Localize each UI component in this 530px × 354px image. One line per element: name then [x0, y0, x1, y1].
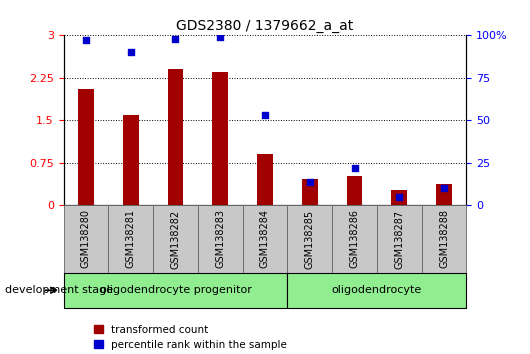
Bar: [167, 69, 183, 205]
Point: [171, 36, 180, 42]
Point: [216, 34, 225, 40]
Text: development stage: development stage: [5, 285, 113, 295]
Bar: [436, 184, 452, 205]
FancyBboxPatch shape: [198, 205, 243, 273]
Text: GSM138286: GSM138286: [349, 210, 359, 268]
FancyBboxPatch shape: [332, 205, 377, 273]
Text: GSM138284: GSM138284: [260, 210, 270, 268]
Bar: [347, 176, 363, 205]
Point: [82, 38, 90, 43]
Legend: transformed count, percentile rank within the sample: transformed count, percentile rank withi…: [90, 320, 291, 354]
Point: [261, 113, 269, 118]
Point: [395, 194, 403, 200]
FancyBboxPatch shape: [287, 273, 466, 308]
FancyBboxPatch shape: [108, 205, 153, 273]
Point: [305, 179, 314, 184]
Text: GSM138281: GSM138281: [126, 210, 136, 268]
Text: GSM138285: GSM138285: [305, 209, 315, 269]
FancyBboxPatch shape: [64, 273, 287, 308]
Text: GSM138288: GSM138288: [439, 210, 449, 268]
FancyBboxPatch shape: [287, 205, 332, 273]
Bar: [392, 190, 407, 205]
Bar: [78, 89, 94, 205]
Point: [127, 50, 135, 55]
Text: GSM138282: GSM138282: [171, 209, 181, 269]
Point: [440, 185, 448, 191]
Title: GDS2380 / 1379662_a_at: GDS2380 / 1379662_a_at: [176, 19, 354, 33]
Bar: [123, 115, 138, 205]
FancyBboxPatch shape: [153, 205, 198, 273]
FancyBboxPatch shape: [422, 205, 466, 273]
Text: oligodendrocyte: oligodendrocyte: [332, 285, 422, 295]
Text: GSM138287: GSM138287: [394, 209, 404, 269]
FancyBboxPatch shape: [377, 205, 422, 273]
Text: GSM138283: GSM138283: [215, 210, 225, 268]
Point: [350, 165, 359, 171]
Text: GSM138280: GSM138280: [81, 210, 91, 268]
Bar: [213, 72, 228, 205]
Text: oligodendrocyte progenitor: oligodendrocyte progenitor: [100, 285, 251, 295]
FancyBboxPatch shape: [243, 205, 287, 273]
FancyBboxPatch shape: [64, 205, 108, 273]
Bar: [302, 179, 317, 205]
Bar: [257, 154, 273, 205]
